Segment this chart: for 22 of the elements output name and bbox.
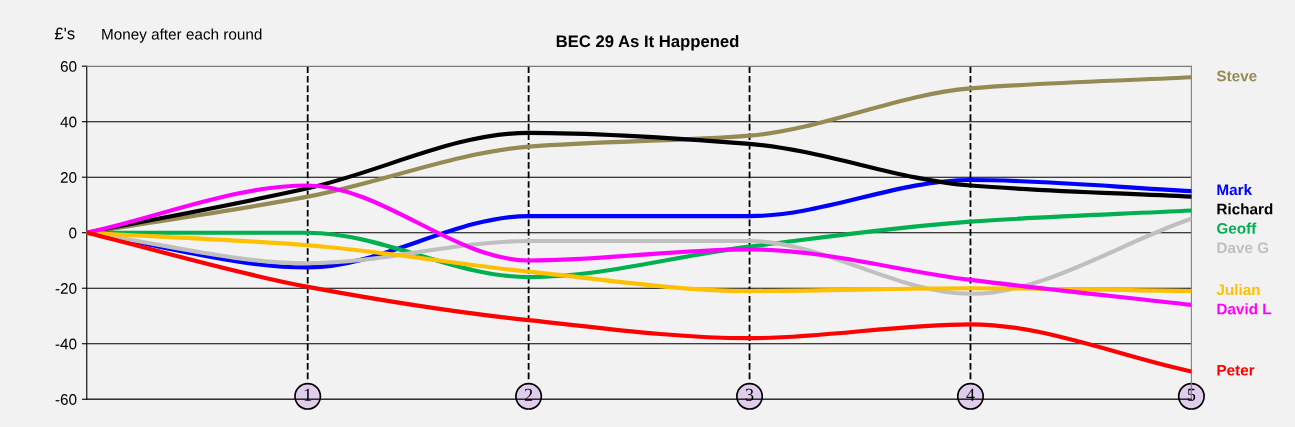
series-label: Julian [1216,283,1260,296]
x-tick-label: 4 [966,388,975,401]
series-label: Peter [1217,364,1255,376]
chart-title: BEC 29 As It Happened [556,34,739,51]
y-tick-label: 40 [60,116,77,128]
y-tick-label: -20 [55,283,77,294]
x-tick-label: 2 [524,388,533,401]
x-tick-label: 3 [745,388,754,401]
y-tick-label: 0 [69,227,77,239]
y-axis-title: £'s [54,27,75,40]
y-tick-label: -60 [55,394,77,405]
y-tick-label: -40 [55,338,77,350]
y-tick-label: 60 [60,61,77,72]
series-label: David L [1217,303,1272,315]
y-tick-label: 20 [60,172,77,183]
x-tick-label: 1 [304,388,312,401]
series-label: Steve [1216,70,1257,82]
series-label: Richard [1217,203,1273,215]
series-label: Mark [1217,183,1253,196]
text: Money after each round [102,28,262,43]
series-label: Geoff [1217,222,1257,234]
x-tick-label: 5 [1187,388,1196,401]
